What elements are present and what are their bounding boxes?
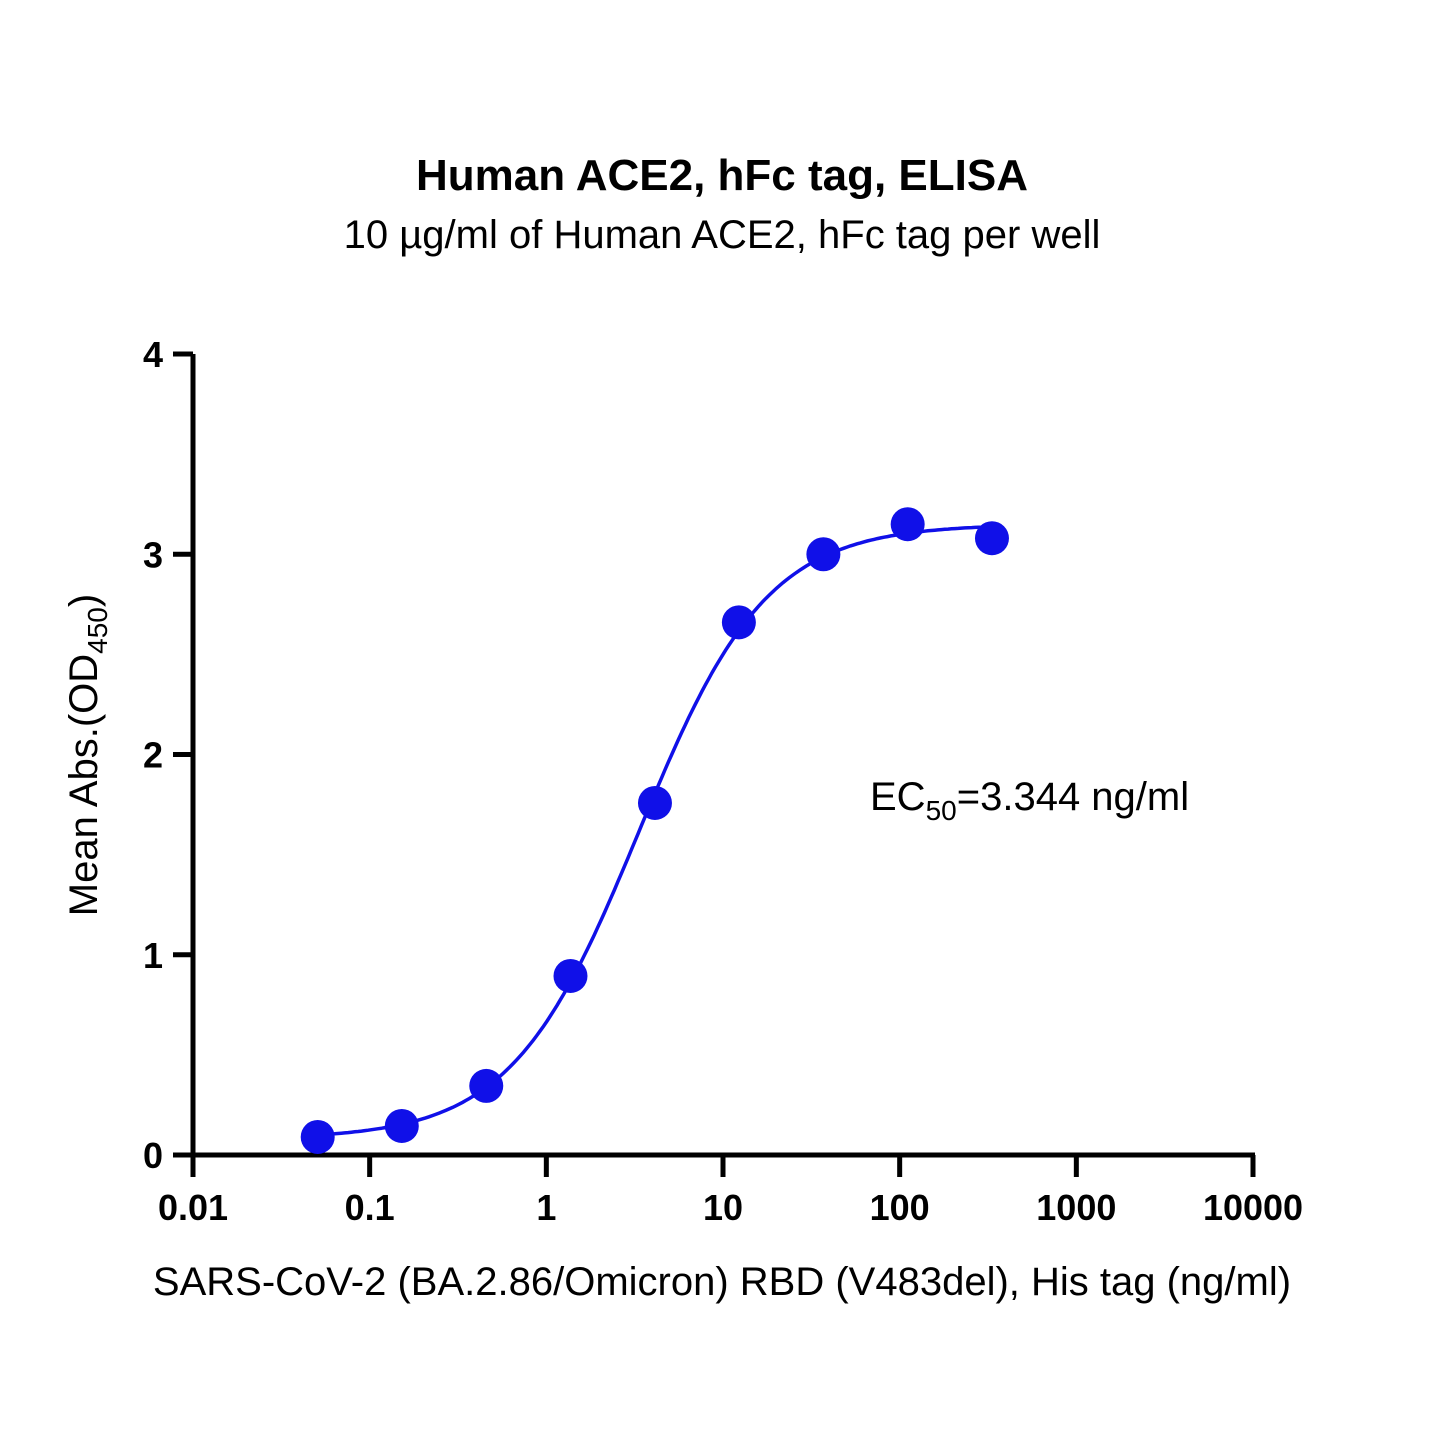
x-tick-label: 0.01 [158, 1187, 228, 1228]
data-point [469, 1068, 504, 1103]
data-point [300, 1119, 335, 1154]
x-tick-label: 1000 [1036, 1187, 1116, 1228]
fit-curve [317, 524, 993, 1137]
y-tick-label: 0 [143, 1135, 163, 1176]
y-tick-label: 1 [143, 935, 163, 976]
x-axis-label: SARS-CoV-2 (BA.2.86/Omicron) RBD (V483de… [153, 1260, 1291, 1304]
x-tick-label: 1 [536, 1187, 556, 1228]
y-axis-label: Mean Abs.(OD450) [62, 594, 113, 916]
chart-subtitle: 10 µg/ml of Human ACE2, hFc tag per well [344, 213, 1101, 257]
chart-title: Human ACE2, hFc tag, ELISA [416, 151, 1028, 200]
x-tick-label: 10000 [1203, 1187, 1303, 1228]
y-tick-label: 3 [143, 534, 163, 575]
data-point [721, 605, 756, 640]
y-tick-label: 4 [143, 334, 163, 375]
ec50-annotation: EC50=3.344 ng/ml [870, 775, 1189, 826]
data-point [890, 507, 925, 542]
data-points [300, 507, 1009, 1154]
data-point [806, 537, 841, 572]
x-tick-label: 10 [703, 1187, 743, 1228]
y-tick-label: 2 [143, 735, 163, 776]
axes: 0 1 2 3 4 0.01 0.1 1 10 100 1000 10000 [143, 334, 1303, 1228]
x-tick-label: 100 [870, 1187, 930, 1228]
x-tick-label: 0.1 [345, 1187, 395, 1228]
data-point [553, 958, 588, 993]
data-point [637, 785, 672, 820]
data-point [974, 521, 1009, 556]
data-point [384, 1108, 419, 1143]
